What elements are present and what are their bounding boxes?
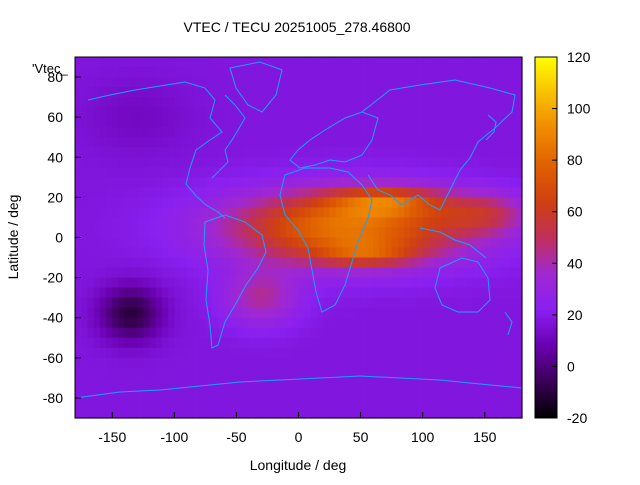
colorbar-tick-label: 60	[567, 204, 583, 220]
x-tick-label: 100	[411, 429, 435, 445]
y-tick-label: -40	[43, 310, 63, 326]
coastline-australia	[434, 257, 491, 313]
x-tick-label: -150	[98, 429, 126, 445]
coastline-asia	[361, 79, 516, 211]
colorbar-tick-label: 40	[567, 255, 583, 271]
coastline-south-america	[203, 214, 267, 349]
y-tick-label: 40	[47, 149, 63, 165]
x-axis-label: Longitude / deg	[250, 457, 347, 473]
y-axis-label: Latitude / deg	[5, 195, 21, 280]
legend-key: 'Vtec_	[32, 61, 68, 76]
colorbar-tick-label: 80	[567, 152, 583, 168]
coastline-africa	[279, 167, 373, 313]
x-tick-label: -50	[226, 429, 246, 445]
coastline-north-america-east	[211, 94, 246, 179]
x-tick-label: 50	[353, 429, 369, 445]
y-tick-label: 20	[47, 189, 63, 205]
coastline-new-zealand	[504, 311, 513, 336]
coastline-north-america	[87, 81, 226, 219]
colorbar-tick-label: 0	[567, 358, 575, 374]
colorbar-tick-label: 20	[567, 307, 583, 323]
heatmap-layer	[75, 57, 523, 419]
coastline-greenland	[229, 61, 283, 113]
colorbar-tick-label: -20	[567, 410, 587, 426]
coastline-indonesia	[419, 227, 487, 259]
colorbar	[534, 56, 558, 419]
chart-title: VTEC / TECU 20251005_278.46800	[183, 19, 410, 35]
coastline-antarctica	[74, 375, 523, 399]
x-tick-label: -100	[160, 429, 188, 445]
coastline-europe	[289, 111, 379, 169]
x-axis-ticks: -150 -100 -50 0 50 100 150	[98, 412, 497, 445]
y-tick-label: -20	[43, 270, 63, 286]
y-axis-ticks: -80 -60 -40 -20 0 20 40 60 80	[43, 69, 81, 406]
y-tick-label: 80	[47, 69, 63, 85]
x-tick-label: 150	[473, 429, 497, 445]
y-tick-label: 60	[47, 109, 63, 125]
y-tick-label: -60	[43, 350, 63, 366]
colorbar-tick-label: 100	[567, 101, 591, 117]
x-tick-label: 0	[295, 429, 303, 445]
colorbar-ticks: -20 0 20 40 60 80 100 120	[552, 49, 591, 426]
y-tick-label: -80	[43, 390, 63, 406]
y-tick-label: 0	[55, 230, 63, 246]
coastline-japan	[485, 114, 497, 141]
coastlines	[74, 61, 523, 399]
colorbar-tick-label: 120	[567, 49, 591, 65]
